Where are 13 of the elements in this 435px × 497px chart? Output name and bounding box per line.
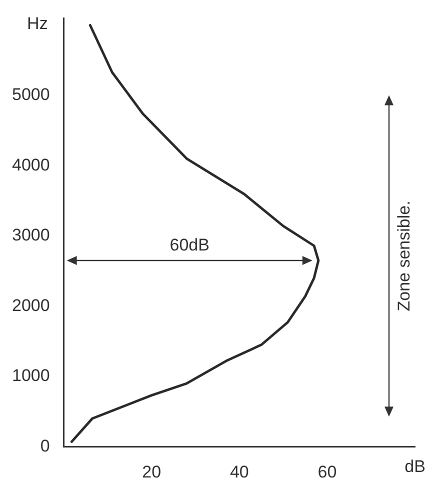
y-tick-label: 3000 — [12, 226, 50, 245]
y-tick-label: 1000 — [12, 366, 50, 386]
y-tick-label: 4000 — [12, 155, 50, 174]
y-tick-label: 5000 — [12, 85, 50, 104]
y-tick-label: 0 — [40, 436, 50, 456]
x-axis-title: dB — [404, 456, 426, 476]
annotation: 60dB — [170, 236, 210, 255]
y-tick-label: 2000 — [12, 296, 50, 315]
annotation: Zone sensible. — [394, 200, 414, 312]
x-tick-label: 60 — [318, 462, 337, 482]
y-axis-title: Hz — [27, 14, 48, 33]
x-tick-label: 20 — [142, 462, 162, 482]
x-tick-label: 40 — [230, 462, 249, 482]
